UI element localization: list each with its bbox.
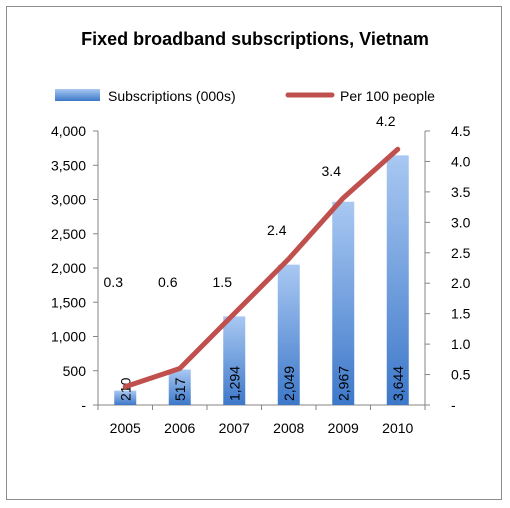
left-axis-ticks: - 500 1,000 1,500 2,000 2,500 3,000 3,500 4,000	[51, 123, 98, 413]
right-axis-ticks: - 0.5 1.0 1.5 2.0 2.5 3.0 3.5 4.0 4.5	[425, 123, 471, 413]
bar-series	[114, 155, 409, 405]
left-tick-label: 2,500	[51, 226, 86, 242]
left-tick-label: 500	[63, 363, 87, 379]
left-tick-label: -	[81, 397, 86, 413]
bar-data-label: 1,294	[226, 366, 242, 401]
x-tick-label: 2007	[219, 420, 250, 436]
bar	[223, 316, 246, 405]
legend-label-subscriptions: Subscriptions (000s)	[108, 88, 236, 104]
legend-swatch-subscriptions	[55, 89, 100, 101]
x-tick-label: 2006	[164, 420, 195, 436]
right-tick-label: -	[451, 397, 456, 413]
bar	[168, 369, 191, 405]
chart-frame	[6, 6, 502, 500]
left-tick-label: 1,000	[51, 329, 86, 345]
left-tick-label: 2,000	[51, 260, 86, 276]
bar-data-label: 3,644	[390, 366, 406, 401]
x-tick-label: 2008	[273, 420, 304, 436]
right-tick-label: 3.5	[451, 184, 471, 200]
bar-data-label: 517	[172, 377, 188, 401]
bar-data-label: 2,049	[281, 366, 297, 401]
line-data-label: 0.6	[158, 274, 178, 290]
bar-data-label: 2,967	[335, 366, 351, 401]
line-data-label: 1.5	[213, 274, 233, 290]
line-data-label: 4.2	[376, 113, 396, 129]
chart-title: Fixed broadband subscriptions, Vietnam	[81, 29, 429, 49]
right-tick-label: 2.5	[451, 245, 471, 261]
right-tick-label: 2.0	[451, 275, 471, 291]
right-tick-label: 0.5	[451, 367, 471, 383]
right-tick-label: 4.5	[451, 123, 471, 139]
x-tick-label: 2010	[382, 420, 413, 436]
left-tick-label: 3,000	[51, 192, 86, 208]
x-axis-ticks: 2005 2006 2007 2008 2009 2010	[97, 405, 426, 436]
bar	[386, 155, 409, 405]
right-tick-label: 4.0	[451, 153, 471, 169]
left-tick-label: 4,000	[51, 123, 86, 139]
line-data-labels: 0.3 0.6 1.5 2.4 3.4 4.2	[104, 113, 396, 290]
bar	[277, 264, 300, 405]
bar	[332, 201, 355, 405]
line-data-label: 3.4	[322, 163, 342, 179]
left-tick-label: 1,500	[51, 294, 86, 310]
bar-data-labels: 210 517 1,294 2,049 2,967 3,644	[117, 366, 406, 401]
bar	[114, 390, 137, 405]
right-tick-label: 1.5	[451, 306, 471, 322]
right-tick-label: 1.0	[451, 336, 471, 352]
right-tick-label: 3.0	[451, 214, 471, 230]
line-data-label: 2.4	[267, 222, 287, 238]
line-series	[122, 146, 401, 390]
left-tick-label: 3,500	[51, 157, 86, 173]
per-100-line	[122, 146, 401, 390]
x-tick-label: 2005	[110, 420, 141, 436]
legend-label-per-100: Per 100 people	[340, 88, 435, 104]
x-tick-label: 2009	[328, 420, 359, 436]
line-data-label: 0.3	[104, 274, 124, 290]
